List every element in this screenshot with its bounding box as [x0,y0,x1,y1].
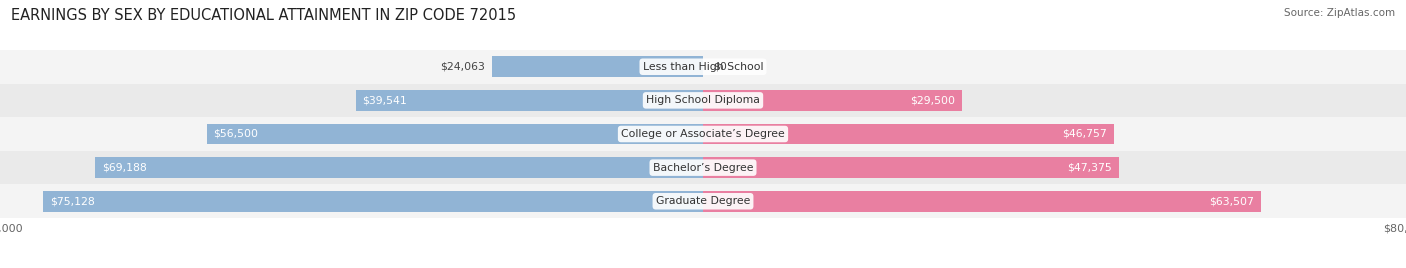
Bar [0,151,1406,184]
Text: $47,375: $47,375 [1067,163,1112,173]
Bar [492,56,703,77]
Text: $29,500: $29,500 [910,95,955,105]
Text: Less than High School: Less than High School [643,62,763,72]
Bar [0,50,1406,84]
Bar [356,90,703,111]
Bar [96,157,703,178]
Bar [0,84,1406,117]
Text: $24,063: $24,063 [440,62,485,72]
Text: $46,757: $46,757 [1062,129,1107,139]
Text: $56,500: $56,500 [214,129,259,139]
Text: Source: ZipAtlas.com: Source: ZipAtlas.com [1284,8,1395,18]
Text: $63,507: $63,507 [1209,196,1254,206]
Text: Graduate Degree: Graduate Degree [655,196,751,206]
Text: $39,541: $39,541 [363,95,408,105]
Bar [0,117,1406,151]
Bar [42,191,703,212]
Bar [207,124,703,144]
Bar [703,191,1261,212]
Text: College or Associate’s Degree: College or Associate’s Degree [621,129,785,139]
Text: High School Diploma: High School Diploma [647,95,759,105]
Bar [0,184,1406,218]
Text: $75,128: $75,128 [49,196,94,206]
Bar [703,157,1119,178]
Text: $69,188: $69,188 [103,163,146,173]
Text: Bachelor’s Degree: Bachelor’s Degree [652,163,754,173]
Bar [703,90,962,111]
Bar [703,124,1114,144]
Text: EARNINGS BY SEX BY EDUCATIONAL ATTAINMENT IN ZIP CODE 72015: EARNINGS BY SEX BY EDUCATIONAL ATTAINMEN… [11,8,516,23]
Text: $0: $0 [713,62,727,72]
